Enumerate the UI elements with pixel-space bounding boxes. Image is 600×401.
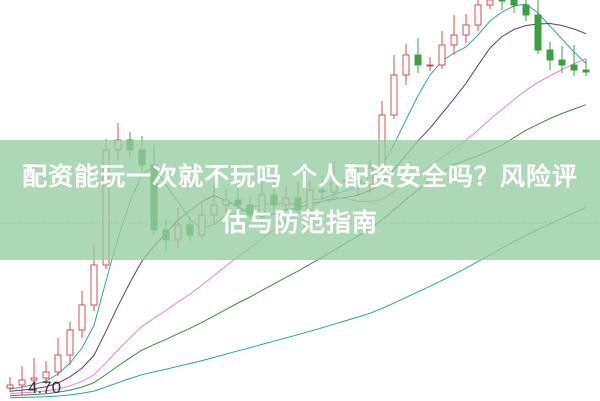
- candle-body: [90, 264, 98, 306]
- candle-body: [66, 329, 74, 356]
- candle: [474, 0, 482, 31]
- candle-body: [414, 54, 422, 66]
- candle: [402, 44, 410, 85]
- candle: [498, 0, 506, 10]
- candle-body: [450, 34, 458, 46]
- candle-body: [510, 0, 518, 6]
- candle-body: [18, 379, 26, 386]
- candle-body: [558, 59, 566, 66]
- candle-body: [6, 384, 14, 389]
- candle: [570, 45, 578, 76]
- candle: [390, 55, 398, 119]
- candle: [18, 366, 26, 395]
- candle: [54, 338, 62, 376]
- candle: [486, 0, 494, 9]
- candle: [414, 38, 422, 73]
- candle-body: [582, 69, 590, 73]
- candle: [522, 0, 530, 21]
- article-title: 配资能玩一次就不玩吗 个人配资安全吗？风险评估与防范指南: [22, 162, 578, 237]
- price-label: 4.70: [28, 378, 62, 397]
- candle-body: [402, 54, 410, 76]
- candle-body: [474, 4, 482, 26]
- candle: [558, 46, 566, 73]
- candle-body: [486, 0, 494, 6]
- candle: [438, 31, 446, 69]
- candle-body: [438, 44, 446, 66]
- candle: [6, 377, 14, 392]
- candle-body: [78, 304, 86, 331]
- candle-body: [390, 74, 398, 116]
- candle-body: [498, 0, 506, 2]
- candle: [450, 15, 458, 55]
- candle: [510, 0, 518, 13]
- candle: [582, 59, 590, 76]
- candle: [66, 322, 74, 365]
- candle: [42, 361, 50, 384]
- candle: [78, 291, 86, 338]
- candle: [426, 57, 434, 71]
- candle-body: [54, 354, 62, 373]
- candle: [534, 0, 542, 54]
- candle-body: [534, 14, 542, 51]
- candle-body: [426, 64, 434, 67]
- candle: [546, 42, 554, 70]
- candle-body: [522, 4, 530, 16]
- candle: [30, 358, 38, 388]
- candle-body: [42, 371, 50, 379]
- candle-body: [546, 49, 554, 61]
- title-banner: 配资能玩一次就不玩吗 个人配资安全吗？风险评估与防范指南: [0, 140, 600, 260]
- candle-body: [30, 377, 38, 381]
- candle-body: [462, 24, 470, 36]
- candle-body: [570, 64, 578, 71]
- candle: [462, 14, 470, 43]
